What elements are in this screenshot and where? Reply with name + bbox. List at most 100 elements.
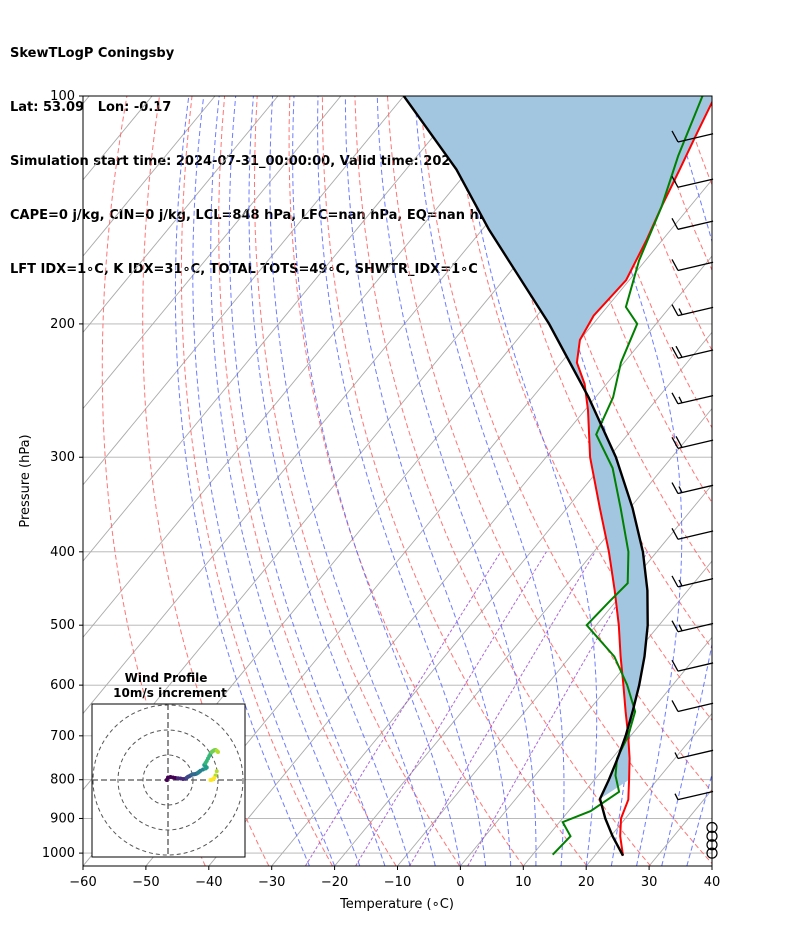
barb-shaft — [677, 702, 714, 713]
moist-adiabat — [686, 772, 712, 866]
moist-adiabat — [376, 96, 537, 866]
wind-barb — [674, 749, 714, 760]
barb-flag — [671, 130, 679, 143]
wind-barb — [674, 790, 714, 801]
dry-adiabat — [647, 96, 712, 272]
moist-adiabat — [269, 96, 436, 866]
y-tick-label: 800 — [50, 773, 75, 788]
wind-barb — [671, 659, 714, 672]
x-tick-label: 20 — [578, 875, 595, 890]
mixing-ratio-line — [355, 551, 547, 866]
barb-shaft — [677, 220, 714, 230]
barb-shaft — [677, 530, 714, 540]
isotherm — [83, 96, 342, 410]
parcel-line — [402, 96, 649, 857]
y-tick-label: 900 — [50, 811, 75, 826]
y-tick-label: 700 — [50, 729, 75, 744]
wind-barbs — [671, 130, 718, 859]
moist-adiabat — [583, 96, 683, 866]
barb-shaft — [677, 306, 714, 317]
cape-shade-area — [403, 96, 712, 799]
isotherm — [775, 96, 794, 866]
wind-barb — [671, 482, 714, 495]
isotherm — [208, 255, 712, 866]
y-tick-label: 500 — [50, 618, 75, 633]
dry-adiabat — [180, 96, 333, 866]
barb-shaft — [677, 578, 714, 588]
dry-adiabat — [321, 96, 588, 866]
barb-half-flag — [678, 308, 683, 315]
isotherm — [83, 96, 405, 486]
wind-barb — [671, 436, 714, 449]
moist-adiabat — [414, 96, 565, 866]
x-tick-label: 40 — [704, 875, 721, 890]
wind-barb — [671, 620, 714, 633]
moist-adiabat — [317, 96, 487, 866]
hodograph-title: Wind Profile — [125, 671, 208, 685]
barb-flag — [671, 620, 679, 633]
dry-adiabat — [746, 96, 794, 866]
barb-shaft — [677, 790, 714, 801]
dry-adiabat — [354, 96, 651, 866]
chart-title-block: SkewTLogP Coningsby Lat: 53.09 Lon: -0.1… — [10, 9, 603, 297]
barb-flag — [671, 175, 679, 188]
dry-adiabat — [419, 96, 712, 793]
barb-half-flag — [674, 752, 679, 759]
mixing-ratio-line — [467, 551, 649, 866]
dry-adiabat — [713, 96, 794, 866]
moist-adiabat — [292, 96, 461, 866]
title-station: SkewTLogP Coningsby — [10, 46, 175, 61]
axes: −60 −50 −40 −30 −20 −10 0 10 20 30 40 100 200 300 400 5… — [42, 89, 720, 890]
x-tick-label: −50 — [132, 875, 159, 890]
x-tick-label: 0 — [456, 875, 464, 890]
moist-adiabat — [248, 96, 411, 866]
dry-adiabat — [387, 96, 712, 865]
barb-flag — [671, 304, 679, 316]
barb-flag — [671, 482, 679, 494]
barb-flag — [671, 259, 679, 271]
barb-shaft — [677, 662, 714, 672]
dry-adiabat — [452, 96, 712, 722]
wind-barb — [671, 527, 714, 540]
wind-barb — [671, 259, 714, 272]
dry-adiabat — [582, 96, 712, 429]
moist-adiabat — [711, 864, 712, 866]
barb-half-flag — [678, 579, 683, 587]
dry-adiabat — [517, 96, 712, 577]
barb-shaft — [677, 484, 714, 495]
barb-flag — [671, 437, 679, 449]
wind-barb — [671, 175, 714, 188]
hodograph-point — [214, 769, 219, 774]
barb-flag — [675, 436, 683, 448]
temperature-line — [575, 100, 712, 856]
barb-flag — [671, 575, 679, 588]
wind-barb — [671, 218, 714, 230]
isotherm — [460, 560, 712, 866]
isotherm — [334, 407, 712, 866]
y-tick-label: 400 — [50, 545, 75, 560]
barb-shaft — [677, 261, 714, 272]
x-tick-label: −20 — [321, 875, 348, 890]
wind-barb — [671, 700, 714, 713]
dry-adiabat — [288, 96, 524, 866]
barb-half-flag — [678, 624, 683, 631]
barb-half-flag — [674, 793, 679, 800]
x-axis-label: Temperature (∘C) — [339, 897, 454, 912]
barb-shaft — [677, 439, 714, 449]
hodograph-point — [216, 750, 220, 754]
moist-adiabat — [344, 96, 512, 866]
x-tick-label: 10 — [515, 875, 532, 890]
barb-shaft — [677, 749, 714, 760]
y-tick-label: 300 — [50, 450, 75, 465]
moist-adiabat — [514, 96, 636, 866]
y-tick-label: 1000 — [42, 846, 75, 861]
x-tick-label: −40 — [195, 875, 222, 890]
mixing-ratio-line — [409, 551, 596, 866]
profile-lines — [402, 96, 712, 857]
hodograph-point — [208, 778, 213, 782]
barb-shaft — [677, 394, 714, 405]
cape-shading — [403, 96, 712, 799]
barb-flag — [671, 346, 679, 359]
moist-adiabat — [192, 96, 336, 866]
